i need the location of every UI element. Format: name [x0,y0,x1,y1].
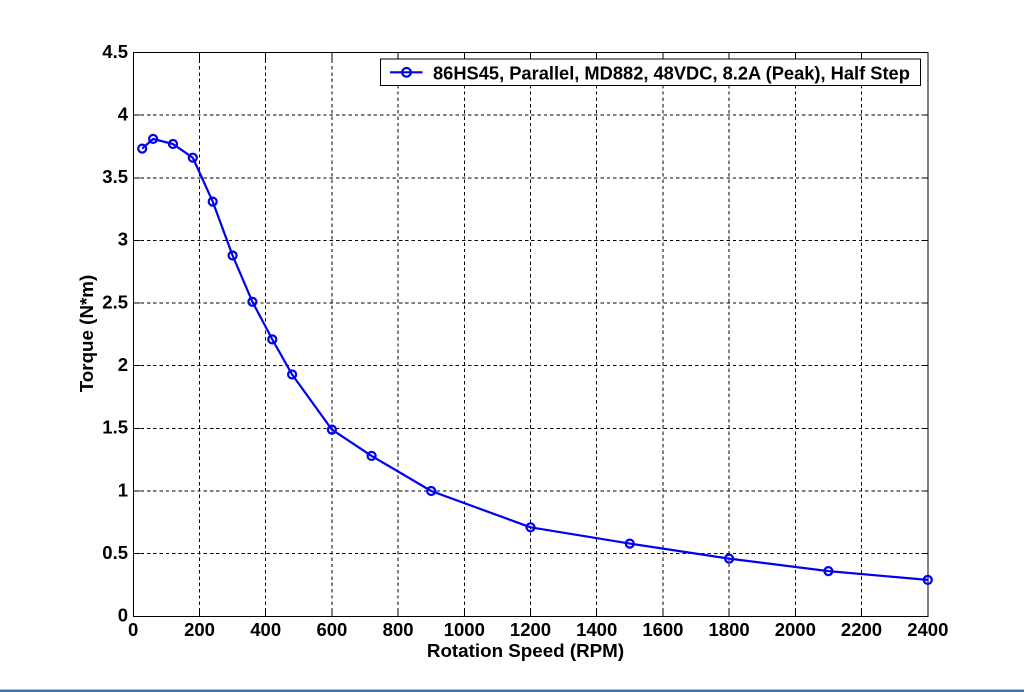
svg-text:0.5: 0.5 [102,542,128,563]
svg-text:600: 600 [316,619,347,640]
svg-text:1000: 1000 [444,619,485,640]
svg-text:400: 400 [250,619,281,640]
svg-text:4.5: 4.5 [102,41,128,62]
svg-text:3: 3 [118,229,128,250]
svg-text:0: 0 [118,605,128,626]
svg-text:0: 0 [128,619,138,640]
svg-text:1600: 1600 [642,619,683,640]
svg-text:800: 800 [383,619,414,640]
svg-text:200: 200 [184,619,215,640]
svg-text:1.5: 1.5 [102,417,128,438]
svg-text:86HS45, Parallel, MD882, 48VDC: 86HS45, Parallel, MD882, 48VDC, 8.2A (Pe… [433,62,910,83]
svg-text:2.5: 2.5 [102,291,128,312]
svg-text:2400: 2400 [907,619,948,640]
svg-text:2200: 2200 [841,619,882,640]
svg-text:2: 2 [118,354,128,375]
svg-text:1400: 1400 [576,619,617,640]
svg-text:1800: 1800 [709,619,750,640]
svg-text:2000: 2000 [775,619,816,640]
svg-text:3.5: 3.5 [102,166,128,187]
svg-text:Rotation Speed (RPM): Rotation Speed (RPM) [427,640,624,661]
svg-text:Torque (N*m): Torque (N*m) [76,275,97,393]
svg-text:4: 4 [118,103,129,124]
svg-text:1: 1 [118,479,128,500]
svg-text:1200: 1200 [510,619,551,640]
